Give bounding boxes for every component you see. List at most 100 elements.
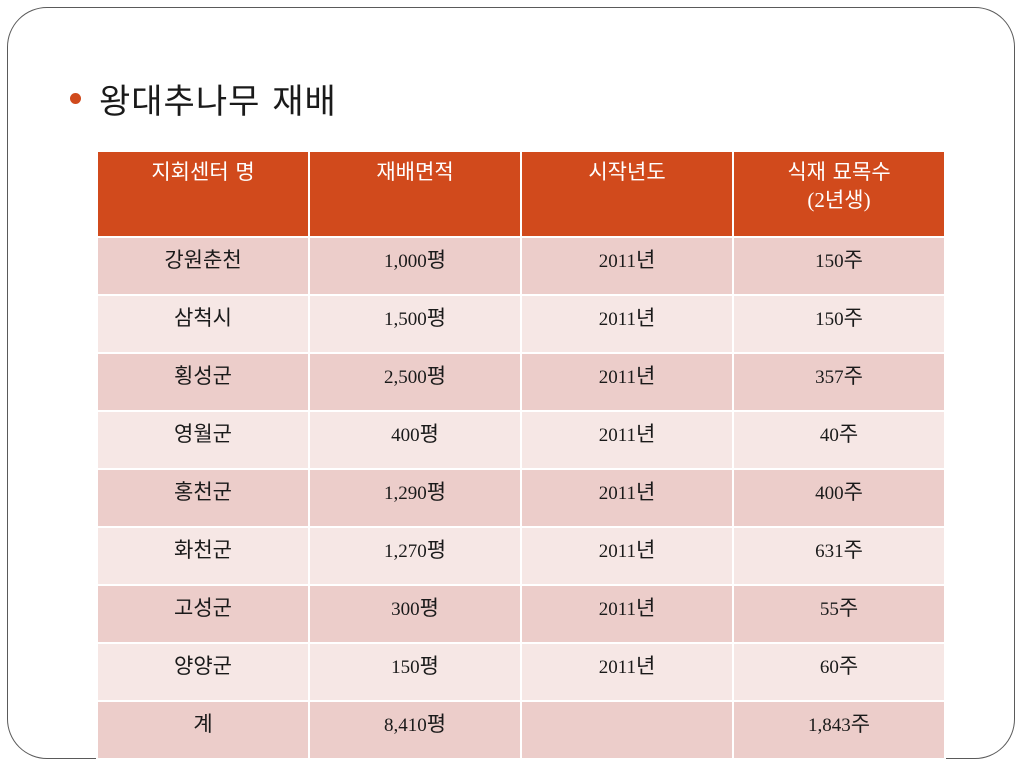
cell-trees-value: 40 (819, 425, 839, 446)
cell-area-value: 300 (391, 599, 420, 620)
cell-trees-unit: 주 (843, 538, 863, 562)
cell-trees: 150주 (732, 294, 946, 354)
cell-center: 횡성군 (96, 352, 310, 412)
cell-trees: 60주 (732, 642, 946, 702)
cell-area: 1,270평 (308, 526, 522, 586)
cell-year-value: 2011 (598, 251, 636, 272)
cell-year-value: 2011 (598, 425, 636, 446)
cell-center: 삼척시 (96, 294, 310, 354)
cell-trees-unit: 주 (843, 248, 863, 272)
cell-total-area-unit: 평 (426, 712, 447, 736)
cell-trees: 631주 (732, 526, 946, 586)
cell-center: 고성군 (96, 584, 310, 644)
table-header-row: 지회센터 명 재배면적 시작년도 식재 묘목수 (2년생) (96, 150, 946, 238)
header-seedling-count-line1: 식재 묘목수 (787, 160, 891, 184)
header-seedling-count-line2: (2년생) (734, 186, 944, 214)
cell-area-value: 2,500 (383, 367, 427, 388)
cell-trees-value: 55 (819, 599, 839, 620)
slide-title: 왕대추나무 재배 (99, 81, 337, 122)
cell-year: 2011년 (520, 642, 734, 702)
cell-area-value: 150 (391, 657, 420, 678)
cell-area: 2,500평 (308, 352, 522, 412)
cell-trees-unit: 주 (838, 596, 859, 620)
cell-year-value: 2011 (598, 309, 636, 330)
cell-area-unit: 평 (419, 422, 439, 446)
cell-trees-unit: 주 (843, 480, 863, 504)
table-row: 강원춘천 1,000평 2011년 150주 (96, 236, 946, 296)
cell-trees-unit: 주 (843, 306, 863, 330)
cell-area: 300평 (308, 584, 522, 644)
cell-total-area-value: 8,410 (383, 715, 427, 736)
cell-year: 2011년 (520, 468, 734, 528)
cell-trees: 357주 (732, 352, 946, 412)
cell-area-unit: 평 (419, 596, 439, 620)
cell-trees-value: 60 (819, 657, 839, 678)
cell-area-value: 1,500 (383, 309, 427, 330)
cell-center: 영월군 (96, 410, 310, 470)
cell-center: 강원춘천 (96, 236, 310, 296)
cell-area-unit: 평 (419, 654, 439, 678)
cell-area: 1,500평 (308, 294, 522, 354)
cell-total-trees: 1,843주 (732, 700, 946, 760)
bullet-line: 왕대추나무 재배 (70, 70, 337, 126)
header-seedling-age-close: ) (863, 188, 871, 212)
cell-year: 2011년 (520, 584, 734, 644)
header-center-name: 지회센터 명 (96, 150, 310, 238)
cell-trees-unit: 주 (838, 422, 859, 446)
table-row: 화천군 1,270평 2011년 631주 (96, 526, 946, 586)
cell-total-year-empty (520, 700, 734, 760)
cell-area-unit: 평 (426, 480, 447, 504)
cell-year-unit: 년 (635, 364, 656, 388)
cell-year-value: 2011 (598, 657, 636, 678)
cell-trees: 55주 (732, 584, 946, 644)
cell-total-label: 계 (96, 700, 310, 760)
cell-center: 화천군 (96, 526, 310, 586)
cell-year-value: 2011 (598, 541, 636, 562)
cell-year-unit: 년 (635, 538, 656, 562)
table-row: 삼척시 1,500평 2011년 150주 (96, 294, 946, 354)
cell-total-trees-value: 1,843 (807, 715, 851, 736)
cultivation-table: 지회센터 명 재배면적 시작년도 식재 묘목수 (2년생) 강원춘천 1,000… (96, 150, 946, 760)
header-seedling-age-open: (2 (807, 188, 825, 212)
bullet-dot-icon (70, 92, 81, 104)
cell-year-value: 2011 (598, 367, 636, 388)
table-row: 횡성군 2,500평 2011년 357주 (96, 352, 946, 412)
cell-trees-value: 357 (815, 367, 844, 388)
table-row: 영월군 400평 2011년 40주 (96, 410, 946, 470)
cell-trees-value: 400 (815, 483, 844, 504)
cell-center: 홍천군 (96, 468, 310, 528)
cell-area-unit: 평 (426, 248, 447, 272)
header-start-year: 시작년도 (520, 150, 734, 238)
cell-trees-value: 631 (815, 541, 844, 562)
table-total-row: 계 8,410평 1,843주 (96, 700, 946, 760)
cell-trees-unit: 주 (838, 654, 859, 678)
cell-area-unit: 평 (426, 538, 447, 562)
cell-year-value: 2011 (598, 599, 636, 620)
cell-area-value: 1,270 (383, 541, 427, 562)
cell-year: 2011년 (520, 352, 734, 412)
cell-total-area: 8,410평 (308, 700, 522, 760)
table-row: 양양군 150평 2011년 60주 (96, 642, 946, 702)
cell-area-value: 1,000 (383, 251, 427, 272)
cell-area-value: 400 (391, 425, 420, 446)
cell-center: 양양군 (96, 642, 310, 702)
cell-year-value: 2011 (598, 483, 636, 504)
cell-total-trees-unit: 주 (850, 712, 871, 736)
cell-area: 1,000평 (308, 236, 522, 296)
cell-year-unit: 년 (635, 654, 656, 678)
cell-year-unit: 년 (635, 596, 656, 620)
table-row: 고성군 300평 2011년 55주 (96, 584, 946, 644)
cell-year-unit: 년 (635, 480, 656, 504)
cell-year-unit: 년 (635, 306, 656, 330)
cell-year-unit: 년 (635, 422, 656, 446)
header-area: 재배면적 (308, 150, 522, 238)
cell-area-unit: 평 (426, 306, 447, 330)
cell-year: 2011년 (520, 410, 734, 470)
cell-trees-value: 150 (815, 251, 844, 272)
cell-trees: 400주 (732, 468, 946, 528)
header-seedling-count: 식재 묘목수 (2년생) (732, 150, 946, 238)
cell-year-unit: 년 (635, 248, 656, 272)
cell-area-unit: 평 (426, 364, 447, 388)
cell-area: 150평 (308, 642, 522, 702)
cell-year: 2011년 (520, 236, 734, 296)
